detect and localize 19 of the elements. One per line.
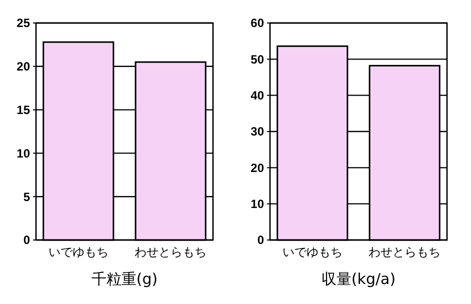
y-tick-label: 0 — [23, 233, 30, 248]
y-tick-label: 5 — [23, 190, 30, 204]
y-tick-label: 25 — [16, 16, 30, 30]
y-tick-label: 50 — [250, 52, 264, 66]
x-tick-label: わせとらもち — [368, 245, 441, 259]
y-tick-label: 40 — [250, 88, 264, 103]
x-axis-title: 千粒重(g) — [91, 270, 158, 288]
y-tick-label: 0 — [257, 233, 264, 248]
x-tick-label: いでゆもち — [48, 245, 108, 259]
y-tick-label: 20 — [16, 60, 30, 74]
x-tick-label: いでゆもち — [282, 245, 342, 259]
y-tick-label: 10 — [250, 197, 264, 212]
y-tick-label: 15 — [16, 103, 30, 117]
y-tick-label: 20 — [250, 160, 264, 175]
y-tick-label: 60 — [250, 16, 264, 30]
x-tick-label: わせとらもち — [134, 245, 207, 259]
y-tick-label: 10 — [16, 146, 30, 160]
x-axis-title: 収量(kg/a) — [321, 270, 396, 288]
y-tick-label: 30 — [250, 124, 264, 139]
